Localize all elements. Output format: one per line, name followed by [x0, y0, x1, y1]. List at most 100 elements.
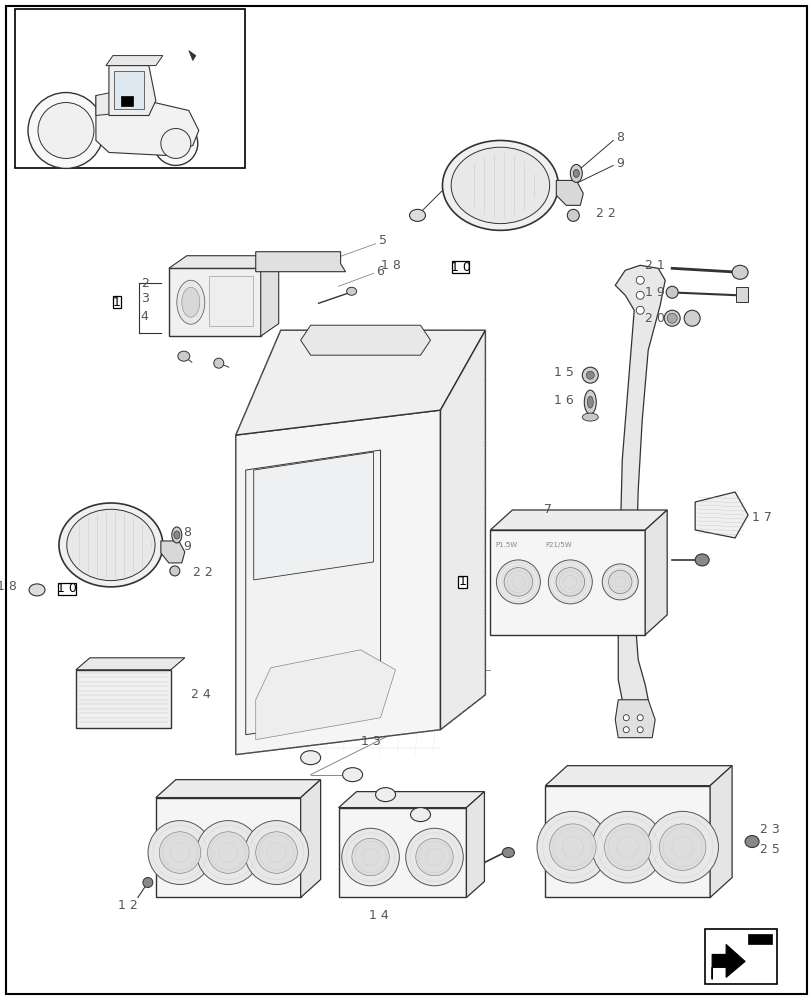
- Polygon shape: [300, 780, 320, 897]
- Ellipse shape: [586, 371, 594, 379]
- Ellipse shape: [567, 209, 578, 221]
- Ellipse shape: [663, 310, 680, 326]
- Ellipse shape: [148, 821, 212, 885]
- Text: 2 5: 2 5: [759, 843, 779, 856]
- Text: 3: 3: [140, 292, 148, 305]
- Ellipse shape: [406, 828, 463, 886]
- Text: 6: 6: [376, 265, 384, 278]
- Text: 7: 7: [543, 503, 551, 516]
- Text: 2 0: 2 0: [645, 312, 664, 325]
- Polygon shape: [747, 934, 771, 944]
- Ellipse shape: [410, 808, 430, 822]
- Polygon shape: [96, 96, 199, 155]
- Text: 2: 2: [140, 277, 148, 290]
- Bar: [704, 929, 776, 984]
- Text: 8: 8: [182, 526, 191, 539]
- Ellipse shape: [646, 811, 718, 883]
- Text: 1 3: 1 3: [360, 735, 380, 748]
- Polygon shape: [338, 792, 484, 808]
- Bar: [15, 9, 244, 168]
- Text: P21/5W: P21/5W: [545, 542, 571, 548]
- Polygon shape: [694, 492, 747, 538]
- Ellipse shape: [732, 265, 747, 279]
- Ellipse shape: [573, 169, 578, 177]
- Text: 1 2: 1 2: [118, 899, 138, 912]
- Ellipse shape: [375, 788, 395, 802]
- Ellipse shape: [67, 509, 155, 581]
- Ellipse shape: [549, 824, 595, 870]
- Bar: [58, 583, 75, 595]
- Ellipse shape: [196, 821, 260, 885]
- Ellipse shape: [29, 584, 45, 596]
- Polygon shape: [710, 766, 732, 897]
- Text: 9: 9: [182, 540, 191, 553]
- Text: 5: 5: [378, 234, 386, 247]
- Polygon shape: [156, 798, 300, 897]
- Text: 1 7: 1 7: [751, 511, 771, 524]
- Ellipse shape: [623, 727, 629, 733]
- Ellipse shape: [442, 140, 558, 230]
- Ellipse shape: [177, 280, 204, 324]
- Text: 4: 4: [140, 310, 148, 323]
- Bar: [121, 96, 133, 106]
- Text: 1 5: 1 5: [554, 366, 573, 379]
- Polygon shape: [76, 658, 185, 670]
- Ellipse shape: [684, 310, 699, 326]
- Polygon shape: [246, 450, 380, 735]
- Ellipse shape: [213, 358, 224, 368]
- Ellipse shape: [744, 836, 758, 848]
- Ellipse shape: [409, 209, 425, 221]
- Polygon shape: [253, 452, 373, 580]
- Ellipse shape: [244, 821, 308, 885]
- Ellipse shape: [636, 276, 643, 284]
- Ellipse shape: [591, 811, 663, 883]
- Ellipse shape: [59, 503, 163, 587]
- Ellipse shape: [415, 838, 453, 876]
- Text: 2 2: 2 2: [192, 566, 212, 579]
- Ellipse shape: [665, 286, 677, 298]
- Polygon shape: [545, 786, 710, 897]
- Ellipse shape: [28, 93, 104, 168]
- Text: 1 9: 1 9: [645, 286, 664, 299]
- Ellipse shape: [300, 751, 320, 765]
- Polygon shape: [615, 700, 654, 738]
- Text: 1 8: 1 8: [380, 259, 400, 272]
- Polygon shape: [255, 650, 395, 740]
- Bar: [457, 576, 466, 588]
- Polygon shape: [169, 256, 278, 268]
- Ellipse shape: [636, 291, 643, 299]
- Text: 9: 9: [616, 157, 624, 170]
- Text: 1 8: 1 8: [0, 580, 17, 593]
- Ellipse shape: [586, 396, 593, 408]
- Text: 1: 1: [458, 575, 466, 588]
- Polygon shape: [169, 268, 260, 336]
- Ellipse shape: [536, 811, 608, 883]
- Ellipse shape: [153, 121, 198, 165]
- Ellipse shape: [556, 568, 584, 596]
- Text: 1 0: 1 0: [57, 582, 77, 595]
- Polygon shape: [736, 287, 747, 302]
- Text: 8: 8: [616, 131, 624, 144]
- Ellipse shape: [451, 147, 549, 224]
- Polygon shape: [615, 265, 664, 715]
- Text: 1 6: 1 6: [554, 394, 573, 407]
- Polygon shape: [545, 766, 732, 786]
- Bar: [113, 296, 121, 308]
- Polygon shape: [235, 410, 440, 755]
- Text: 2 2: 2 2: [595, 207, 616, 220]
- Polygon shape: [490, 530, 645, 635]
- Ellipse shape: [174, 531, 179, 539]
- Polygon shape: [114, 71, 144, 109]
- Ellipse shape: [172, 527, 182, 543]
- Ellipse shape: [161, 128, 191, 158]
- Polygon shape: [645, 510, 667, 635]
- Ellipse shape: [584, 390, 595, 414]
- Ellipse shape: [502, 848, 513, 858]
- Ellipse shape: [659, 824, 705, 870]
- Polygon shape: [76, 670, 170, 728]
- Ellipse shape: [342, 768, 363, 782]
- Polygon shape: [105, 56, 163, 66]
- Ellipse shape: [351, 838, 388, 876]
- Ellipse shape: [603, 824, 650, 870]
- Polygon shape: [300, 325, 430, 355]
